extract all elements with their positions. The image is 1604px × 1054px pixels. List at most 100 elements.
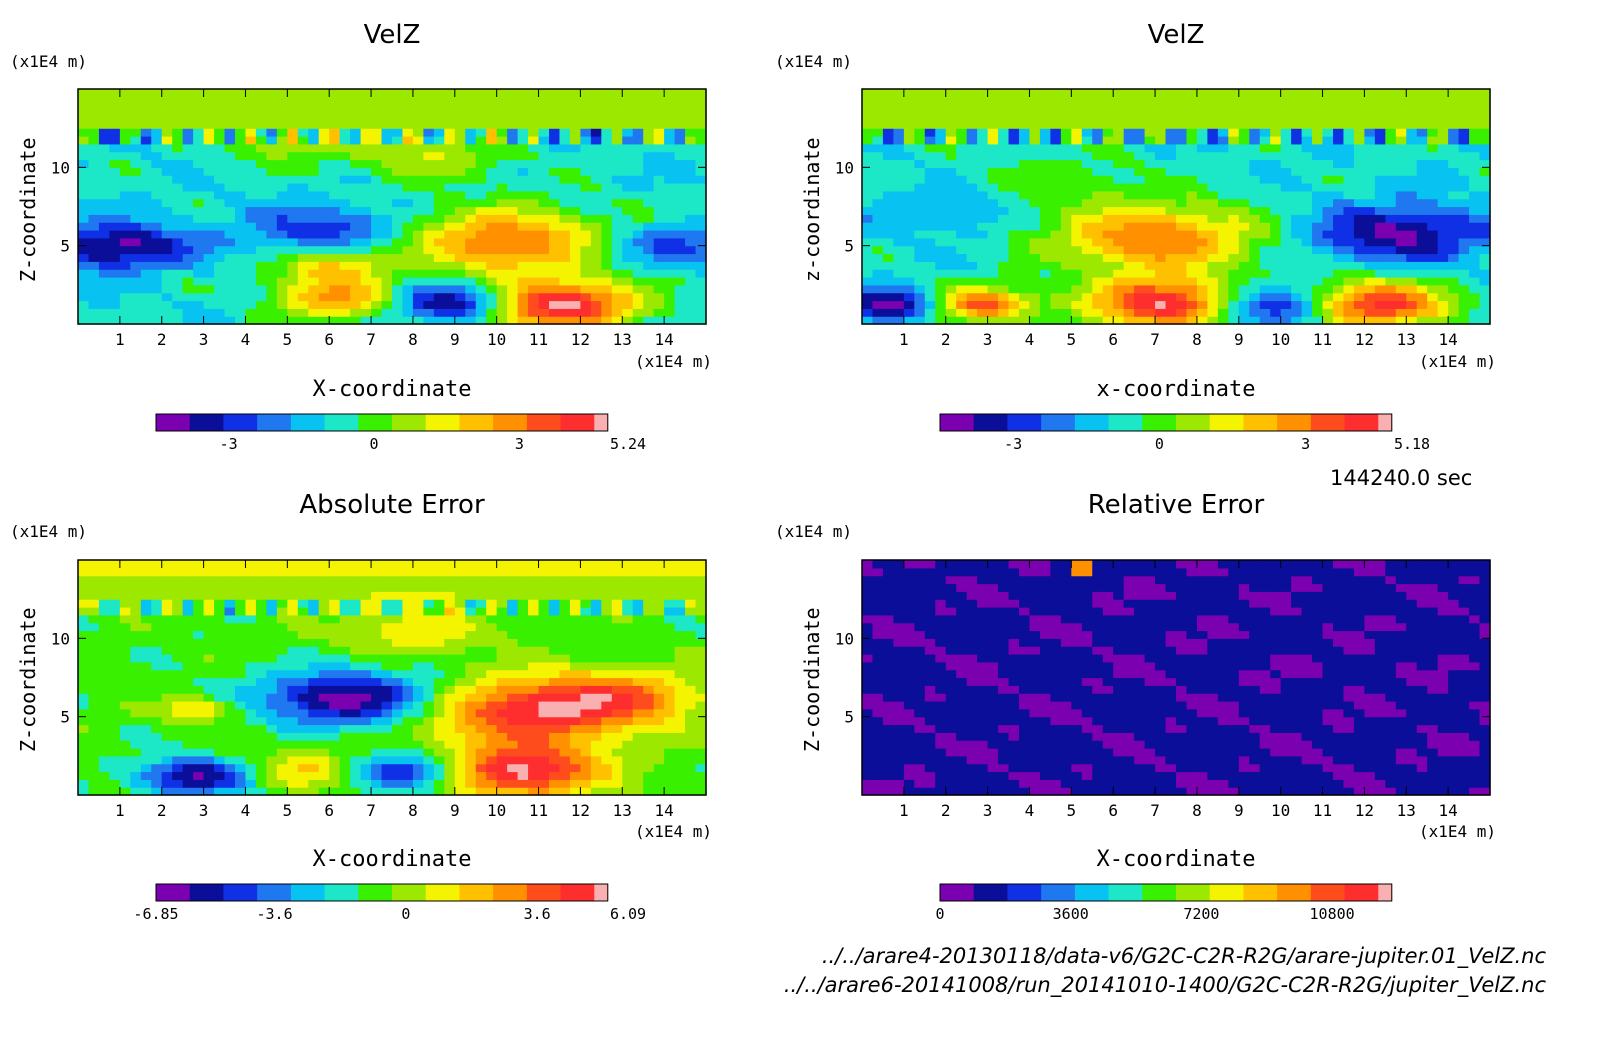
field-cell (956, 120, 968, 129)
field-cell (1081, 183, 1093, 192)
field-cell (224, 308, 236, 317)
field-cell (161, 198, 173, 208)
field-cell (1301, 284, 1313, 294)
field-cell (245, 701, 257, 710)
field-cell (538, 222, 550, 231)
field-cell (862, 245, 874, 255)
field-cell (632, 316, 644, 325)
field-cell (88, 292, 100, 302)
field-cell (496, 701, 508, 710)
field-cell (214, 136, 226, 145)
field-cell (412, 143, 424, 153)
field-cell (486, 693, 498, 702)
field-cell (276, 284, 288, 294)
field-cell (643, 206, 655, 215)
field-cell (486, 89, 498, 98)
field-cell (88, 237, 100, 247)
field-cell (172, 614, 184, 624)
field-cell (381, 89, 393, 98)
field-cell (98, 748, 110, 757)
field-cell (695, 120, 707, 129)
field-cell (1374, 151, 1386, 161)
field-cell (1113, 159, 1125, 168)
field-cell (1479, 104, 1491, 114)
field-cell (329, 701, 341, 710)
field-cell (203, 701, 215, 710)
colorbar-segment (1344, 414, 1379, 431)
field-cell (1364, 292, 1376, 302)
field-cell (664, 136, 676, 145)
field-cell (695, 159, 707, 168)
field-cell (549, 277, 561, 286)
field-cell (1364, 159, 1376, 168)
field-cell (559, 261, 571, 270)
field-cell (486, 308, 498, 317)
field-cell (119, 693, 131, 702)
field-cell (1479, 245, 1491, 255)
field-cell (172, 120, 184, 129)
field-cell (601, 143, 613, 153)
field-cell (151, 724, 163, 733)
field-cell (172, 591, 184, 600)
field-cell (130, 661, 142, 671)
field-cell (109, 701, 121, 710)
field-cell (1029, 284, 1041, 294)
field-cell (590, 253, 602, 262)
field-cell (1217, 128, 1229, 137)
field-cell (151, 292, 163, 302)
field-cell (1427, 277, 1439, 286)
field-cell (664, 104, 676, 114)
field-cell (1322, 112, 1334, 121)
field-cell (255, 190, 267, 200)
field-cell (1155, 159, 1167, 168)
field-cell (98, 120, 110, 129)
field-cell (486, 222, 498, 231)
field-cell (381, 622, 393, 632)
field-cell (109, 654, 121, 663)
field-cell (1081, 316, 1093, 325)
field-cell (1374, 198, 1386, 208)
field-cell (1155, 128, 1167, 137)
field-cell (1217, 167, 1229, 176)
field-cell (1238, 214, 1250, 223)
field-cell (1479, 159, 1491, 168)
field-cell (496, 308, 508, 317)
field-cell (255, 622, 267, 632)
field-cell (1165, 316, 1177, 325)
field-cell (549, 198, 561, 208)
field-cell (1374, 128, 1386, 137)
field-cell (287, 763, 299, 773)
field-cell (538, 284, 550, 294)
field-cell (287, 183, 299, 192)
field-cell (287, 708, 299, 718)
field-cell (1123, 151, 1135, 161)
field-cell (496, 763, 508, 773)
field-cell (549, 214, 561, 223)
field-cell (193, 708, 205, 718)
field-cell (423, 89, 435, 98)
field-cell (255, 198, 267, 208)
field-cell (1165, 159, 1177, 168)
field-cell (130, 120, 142, 129)
field-cell (245, 120, 257, 129)
field-cell (381, 771, 393, 780)
field-cell (78, 591, 90, 600)
field-cell (538, 230, 550, 239)
field-cell (1312, 237, 1324, 247)
field-cell (1123, 230, 1135, 239)
field-cell (1270, 143, 1282, 153)
field-cell (486, 151, 498, 161)
field-cell (1385, 237, 1397, 247)
field-cell (622, 222, 634, 231)
field-cell (454, 128, 466, 137)
field-cell (255, 583, 267, 592)
field-cell (371, 708, 383, 718)
field-cell (297, 96, 309, 106)
field-cell (1238, 237, 1250, 247)
field-cell (1113, 112, 1125, 121)
field-cell (1217, 292, 1229, 302)
field-cell (1437, 128, 1449, 137)
field-cell (601, 190, 613, 200)
field-cell (297, 661, 309, 671)
field-cell (245, 128, 257, 137)
